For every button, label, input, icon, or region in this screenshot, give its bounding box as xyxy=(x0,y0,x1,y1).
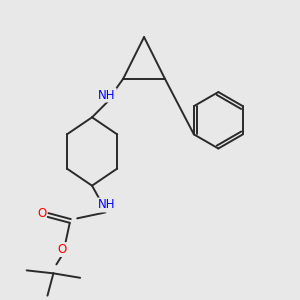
Text: O: O xyxy=(58,243,67,256)
Text: NH: NH xyxy=(98,88,116,101)
Text: O: O xyxy=(37,207,46,220)
Text: NH: NH xyxy=(98,199,116,212)
